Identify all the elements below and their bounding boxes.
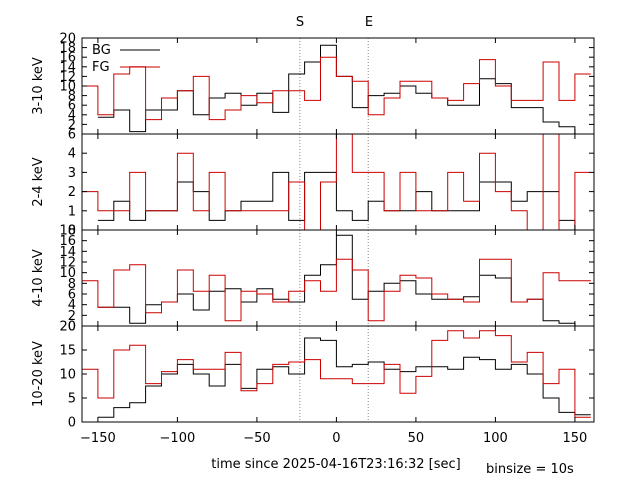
y-tick-label: 8 xyxy=(68,277,76,292)
panel-2: 0 1 2 3 4 2-4 keV xyxy=(31,133,595,239)
series-fg-line xyxy=(82,258,591,322)
y-tick-label: 0 xyxy=(68,224,76,239)
y-tick-label: 18 xyxy=(59,41,76,56)
y-tick-label: 15 xyxy=(59,344,76,359)
panel-frame xyxy=(81,133,595,231)
marker-label-end: E xyxy=(365,15,373,30)
series-fg-line xyxy=(82,56,591,121)
marker-label-start: S xyxy=(296,15,304,30)
x-tick-label: 100 xyxy=(483,431,508,446)
y-tick-label: 5 xyxy=(68,392,76,407)
y-tick-label: 2 xyxy=(68,118,76,133)
x-tick-label: −100 xyxy=(160,431,196,446)
y-tick-label: 10 xyxy=(59,368,76,383)
y-tick-label: 20 xyxy=(59,32,76,47)
y-axis-label: 3-10 keV xyxy=(31,57,46,115)
y-tick-label: 10 xyxy=(59,266,76,281)
y-tick-label: 12 xyxy=(59,256,76,271)
y-axis-label: 2-4 keV xyxy=(31,157,46,206)
y-tick-label: 20 xyxy=(59,320,76,335)
x-tick-label: 0 xyxy=(332,431,340,446)
y-tick-label: 3 xyxy=(68,166,76,181)
y-tick-label: 1 xyxy=(68,204,76,219)
y-tick-label: 14 xyxy=(59,60,76,75)
series-bg-line xyxy=(97,44,591,135)
x-tick-label: 50 xyxy=(408,431,425,446)
y-tick-label: 4 xyxy=(68,108,76,123)
x-tick-label: 150 xyxy=(563,431,588,446)
y-tick-label: 18 xyxy=(59,224,76,239)
x-tick-label: −50 xyxy=(243,431,270,446)
panel-4: 0 5 10 15 20 −150 −100 −50 0 50 100 150 10-20 keV xyxy=(31,320,595,446)
y-tick-label: 4 xyxy=(68,147,76,162)
y-tick-label: 16 xyxy=(59,234,76,249)
panel-frame xyxy=(81,229,595,327)
y-tick-label: 12 xyxy=(59,70,76,85)
y-tick-label: 14 xyxy=(59,245,76,260)
y-tick-label: 10 xyxy=(59,80,76,95)
series-bg-line xyxy=(97,234,591,327)
y-tick-label: 2 xyxy=(68,185,76,200)
x-tick-label: −150 xyxy=(80,431,116,446)
y-tick-label: 6 xyxy=(68,288,76,303)
y-axis-label: 10-20 keV xyxy=(31,341,46,407)
y-tick-label: 6 xyxy=(68,128,76,143)
y-tick-label: 16 xyxy=(59,51,76,66)
legend-bg-label: BG xyxy=(92,43,111,58)
legend-fg-label: FG xyxy=(92,60,110,75)
legend: BG FG xyxy=(92,43,160,75)
series-bg-line xyxy=(97,337,591,418)
panel-frame xyxy=(81,325,595,423)
y-tick-label: 4 xyxy=(68,298,76,313)
binsize-label: binsize = 10s xyxy=(486,462,574,477)
series-fg-line xyxy=(82,330,591,418)
y-tick-label: 6 xyxy=(68,99,76,114)
y-axis-label: 4-10 keV xyxy=(31,249,46,307)
y-tick-label: 0 xyxy=(68,320,76,335)
x-axis-label: time since 2025-04-16T23:16:32 [sec] xyxy=(211,457,460,472)
series-fg-line xyxy=(82,133,591,231)
y-tick-label: 8 xyxy=(68,89,76,104)
y-tick-label: 2 xyxy=(68,309,76,324)
y-tick-label: 0 xyxy=(68,416,76,431)
series-bg-line xyxy=(97,171,591,231)
